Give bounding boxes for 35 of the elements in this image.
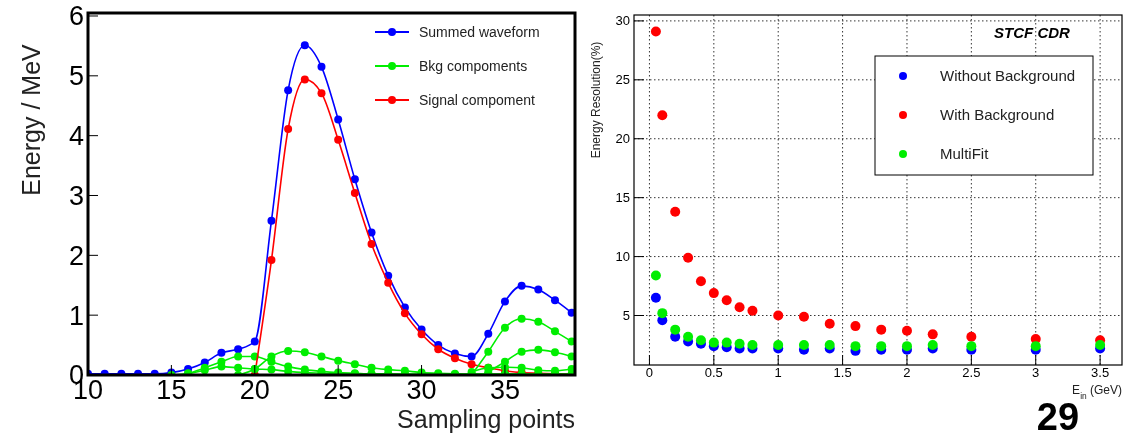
x-tick-label: 3.5: [1091, 364, 1110, 380]
y-tick-label: 2: [68, 240, 84, 271]
x-tick-label: 25: [323, 375, 354, 406]
x-tick-label: 3: [1032, 364, 1040, 380]
legend-label: Signal compoment: [419, 91, 536, 108]
x-tick-label: 30: [406, 375, 437, 406]
x-tick-label: 1: [774, 364, 782, 380]
x-tick-label: 1.5: [833, 364, 852, 380]
legend-label: MultiFit: [940, 145, 990, 163]
x-tick-label: 0.5: [704, 364, 723, 380]
y-tick-label: 3: [68, 180, 84, 211]
y-tick-label: 5: [622, 308, 630, 324]
y-tick-label: 15: [615, 190, 630, 206]
legend-label: With Background: [940, 106, 1055, 124]
legend-label: Without Background: [940, 67, 1076, 85]
y-tick-label: 6: [68, 1, 84, 32]
y-tick-label: 1: [68, 300, 84, 331]
y-tick-label: 4: [68, 121, 84, 152]
y-axis-title: Energy Resolution(%): [589, 41, 603, 159]
legend-label: Bkg compoments: [419, 57, 528, 74]
y-tick-label: 30: [615, 13, 630, 29]
x-tick-label: 2: [903, 364, 911, 380]
y-tick-label: 25: [615, 72, 630, 88]
y-tick-label: 10: [615, 249, 630, 265]
x-tick-label: 15: [156, 375, 187, 406]
x-tick-label: 35: [489, 375, 520, 406]
y-tick-label: 20: [615, 131, 630, 147]
x-tick-label: 0: [645, 364, 654, 380]
y-axis-title: Energy / MeV: [17, 43, 45, 196]
legend-label: Summed waveform: [419, 23, 540, 40]
y-tick-label: 5: [68, 61, 84, 92]
x-tick-label: 2.5: [962, 364, 981, 380]
x-tick-label: 20: [239, 375, 270, 406]
x-axis-title: Sampling points: [397, 405, 575, 433]
annotation: STCF CDR: [994, 24, 1071, 41]
